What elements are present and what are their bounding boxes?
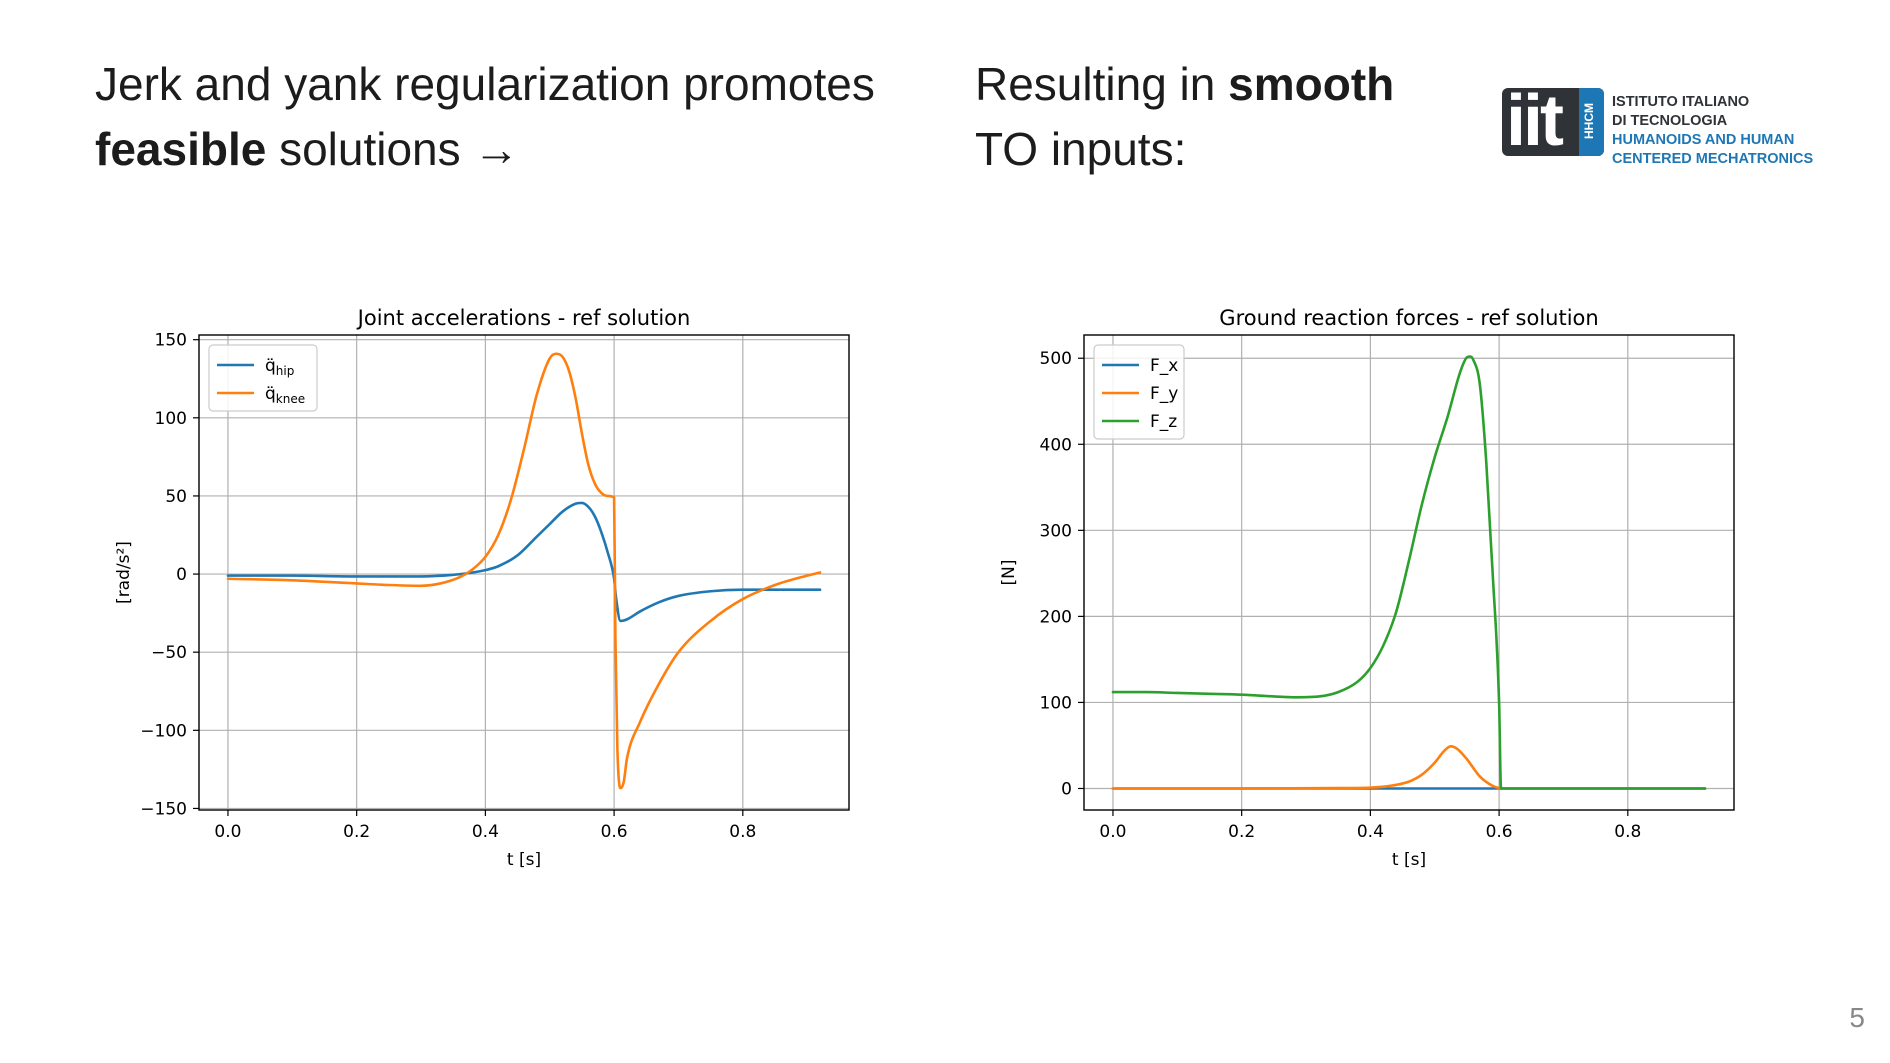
- legend-label: F_x: [1150, 356, 1178, 376]
- logo-tag-text: HHCM: [1582, 103, 1596, 139]
- y-tick-label: 200: [1040, 607, 1072, 627]
- x-tick-label: 0.8: [729, 822, 756, 842]
- logo-line-3: HUMANOIDS AND HUMAN: [1612, 132, 1795, 148]
- x-tick-label: 0.0: [214, 822, 241, 842]
- x-tick-label: 0.6: [601, 822, 628, 842]
- logo-line-1: ISTITUTO ITALIANO: [1612, 94, 1750, 110]
- legend-label: q̈knee: [265, 384, 305, 406]
- y-axis-label: [rad/s²]: [114, 541, 134, 604]
- joint-accelerations-chart: 0.0 0.2 0.4 0.6 0.8 150 100 50 0 −50 −100 −150 Joint…: [114, 306, 850, 870]
- right-heading: Resulting in smooth TO inputs:: [975, 52, 1475, 182]
- plot-frame: [198, 334, 850, 811]
- y-tick-label: 100: [1040, 693, 1072, 713]
- y-tick-label: −100: [140, 721, 187, 741]
- left-heading-bold-word: feasible: [95, 123, 267, 175]
- x-tick-label: 0.4: [1357, 822, 1384, 842]
- series-line: [1111, 355, 1707, 790]
- logo-line-4: CENTERED MECHATRONICS: [1612, 151, 1814, 167]
- x-tick-label: 0.4: [472, 822, 499, 842]
- y-tick-label: 400: [1040, 435, 1072, 455]
- left-heading-rest: solutions →: [266, 123, 520, 175]
- x-tick-label: 0.2: [1228, 822, 1255, 842]
- legend-label: F_y: [1150, 384, 1178, 404]
- logo-text: ISTITUTO ITALIANO DI TECNOLOGIA HUMANOID…: [1612, 93, 1813, 169]
- left-heading: Jerk and yank regularization promotes fe…: [95, 52, 875, 182]
- legend-label: F_z: [1150, 412, 1177, 432]
- x-axis-label: t [s]: [507, 850, 541, 870]
- y-tick-label: 500: [1040, 349, 1072, 369]
- y-tick-label: 0: [176, 565, 187, 585]
- x-tick-label: 0.2: [343, 822, 370, 842]
- x-tick-label: 0.0: [1099, 822, 1126, 842]
- iit-logo: iit HHCM ISTITUTO ITALIANO DI TECNOLOGIA…: [1502, 88, 1832, 167]
- y-tick-label: 150: [155, 331, 187, 351]
- plot-frame: [1083, 334, 1735, 811]
- x-tick-label: 0.8: [1614, 822, 1641, 842]
- right-heading-line1: Resulting in smooth: [975, 52, 1475, 117]
- right-heading-line2: TO inputs:: [975, 123, 1187, 175]
- series-line: [226, 352, 822, 790]
- x-axis-label: t [s]: [1392, 850, 1426, 870]
- page-number: 5: [1849, 1002, 1865, 1033]
- legend-box: [208, 344, 318, 412]
- right-heading-bold-word: smooth: [1228, 58, 1395, 110]
- left-heading-line2: feasible solutions →: [95, 117, 875, 182]
- logo-tag: HHCM: [1579, 88, 1604, 156]
- y-tick-label: 50: [165, 487, 187, 507]
- logo-mark-text: iit: [1506, 88, 1564, 156]
- y-tick-label: −50: [151, 643, 187, 663]
- ground-reaction-forces-chart: 0.0 0.2 0.4 0.6 0.8 500 400 300 200 100 0 Ground re…: [999, 306, 1735, 870]
- logo-line-2: DI TECNOLOGIA: [1612, 113, 1728, 129]
- y-tick-label: −150: [140, 799, 187, 819]
- y-tick-label: 300: [1040, 521, 1072, 541]
- x-tick-label: 0.6: [1486, 822, 1513, 842]
- logo-mark: iit HHCM: [1502, 88, 1604, 156]
- y-axis-label: [N]: [999, 560, 1019, 586]
- chart-title: Joint accelerations - ref solution: [356, 306, 691, 330]
- y-tick-label: 0: [1061, 779, 1072, 799]
- series-line: [226, 501, 822, 623]
- series-line: [1111, 745, 1707, 790]
- chart-title: Ground reaction forces - ref solution: [1219, 306, 1598, 330]
- y-tick-label: 100: [155, 409, 187, 429]
- legend-label: q̈hip: [265, 356, 294, 378]
- right-heading-pre: Resulting in: [975, 58, 1229, 110]
- left-heading-line1: Jerk and yank regularization promotes: [95, 58, 875, 110]
